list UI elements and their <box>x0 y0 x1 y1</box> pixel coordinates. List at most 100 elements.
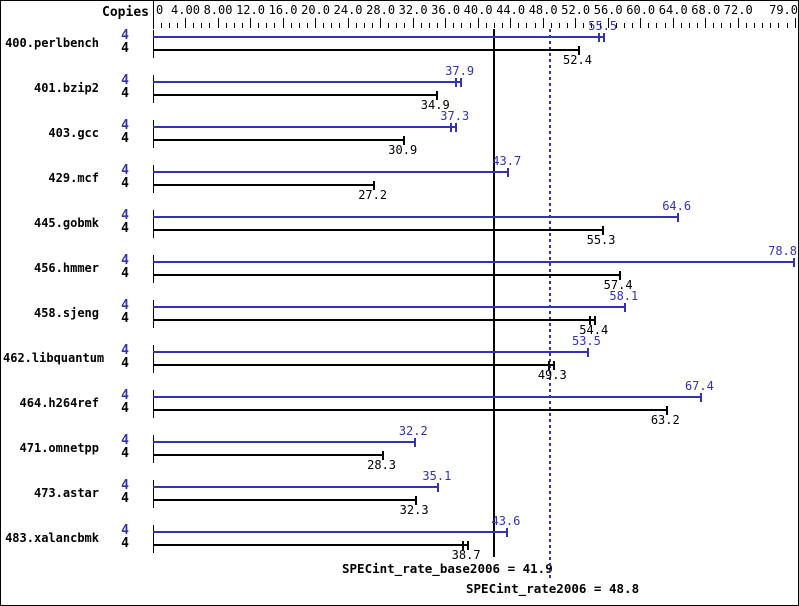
base-bar-end-cap <box>577 46 580 55</box>
axis-tick <box>209 23 211 28</box>
base-value-label: 54.4 <box>579 323 609 337</box>
axis-tick-label: 4.00 <box>171 3 200 17</box>
base-bar-end-cap <box>466 541 469 550</box>
axis-tick-label: 36.0 <box>431 3 461 17</box>
axis-tick <box>640 18 642 28</box>
axis-tick <box>201 23 203 28</box>
axis-tick <box>518 23 520 28</box>
axis-tick <box>363 23 365 28</box>
peak-value-label: 55.5 <box>588 19 618 33</box>
axis-tick <box>688 23 690 28</box>
axis-tick-label: 40.0 <box>463 3 493 17</box>
base-bar <box>153 454 384 456</box>
axis-tick-label: 48.0 <box>528 3 558 17</box>
copies-value-base: 4 <box>121 446 129 461</box>
copies-value-peak: 4 <box>121 208 129 223</box>
copies-value-peak: 4 <box>121 73 129 88</box>
axis-tick-label: 56.0 <box>593 3 623 17</box>
copies-value-base: 4 <box>121 536 129 551</box>
axis-tick <box>453 23 455 28</box>
benchmark-label: 400.perlbench <box>5 35 99 50</box>
axis-tick <box>282 18 284 28</box>
peak-bar-end-cap <box>460 78 463 87</box>
base-bar-median-tick <box>547 361 550 370</box>
base-value-label: 34.9 <box>420 98 450 112</box>
benchmark-label: 403.gcc <box>48 125 99 140</box>
axis-tick <box>729 23 731 28</box>
axis-tick <box>355 23 357 28</box>
peak-bar <box>153 396 701 398</box>
peak-bar <box>153 486 439 488</box>
axis-tick <box>510 18 512 28</box>
axis-tick <box>168 23 170 28</box>
bar-start-cap <box>153 165 154 193</box>
copies-value-peak: 4 <box>121 478 129 493</box>
axis-tick-label: 79.0 <box>769 3 798 17</box>
bar-start-cap <box>153 255 154 283</box>
axis-tick <box>672 18 674 28</box>
base-bar-end-cap <box>594 316 597 325</box>
bar-start-cap <box>153 210 154 238</box>
benchmark-label: 429.mcf <box>48 170 99 185</box>
axis-tick-label: 68.0 <box>691 3 721 17</box>
peak-value-label: 67.4 <box>684 379 714 393</box>
base-bar <box>153 409 667 411</box>
axis-tick <box>306 23 308 28</box>
axis-tick <box>290 23 292 28</box>
axis-tick <box>485 23 487 28</box>
axis-tick <box>258 23 260 28</box>
peak-value-label: 37.9 <box>445 64 475 78</box>
copies-value-base: 4 <box>121 401 129 416</box>
peak-bar-median-tick <box>450 123 453 132</box>
axis-tick <box>266 23 268 28</box>
benchmark-label: 462.libquantum <box>3 350 105 365</box>
peak-bar-end-cap <box>455 123 458 132</box>
base-bar-end-cap <box>601 226 604 235</box>
axis-tick <box>502 23 504 28</box>
axis-tick <box>436 23 438 28</box>
axis-tick <box>697 23 699 28</box>
base-bar <box>153 499 416 501</box>
peak-bar-median-tick <box>598 33 601 42</box>
base-bar <box>153 184 375 186</box>
base-bar-median-tick <box>589 316 592 325</box>
axis-tick <box>347 18 349 28</box>
axis-tick <box>331 23 333 28</box>
copies-column-header: Copies <box>102 5 149 20</box>
axis-tick <box>420 23 422 28</box>
axis-tick <box>680 23 682 28</box>
bar-start-cap <box>153 480 154 508</box>
base-value-label: 49.3 <box>537 368 567 382</box>
base-value-label: 30.9 <box>388 143 418 157</box>
copies-value-base: 4 <box>121 86 129 101</box>
copies-value-peak: 4 <box>121 118 129 133</box>
benchmark-label: 471.omnetpp <box>19 440 99 455</box>
base-bar-end-cap <box>618 271 621 280</box>
peak-value-label: 32.2 <box>398 424 428 438</box>
benchmark-label: 445.gobmk <box>33 215 99 230</box>
axis-tick <box>567 23 569 28</box>
axis-tick <box>388 23 390 28</box>
peak-bar-end-cap <box>586 348 589 357</box>
peak-value-label: 78.8 <box>768 244 797 258</box>
benchmark-label: 401.bzip2 <box>33 80 99 95</box>
base-bar-end-cap <box>373 181 376 190</box>
base-bar <box>153 49 579 51</box>
axis-zero-line <box>153 1 154 29</box>
axis-tick <box>477 18 479 28</box>
axis-tick <box>778 23 780 28</box>
axis-tick <box>770 23 772 28</box>
base-mean-label: SPECint_rate_base2006 = 41.9 <box>342 561 553 576</box>
axis-tick <box>786 23 788 28</box>
copies-value-peak: 4 <box>121 523 129 538</box>
bar-start-cap <box>153 300 154 328</box>
peak-bar-end-cap <box>603 33 606 42</box>
axis-tick <box>648 23 650 28</box>
axis-tick <box>445 18 447 28</box>
axis-tick-label: 16.0 <box>268 3 298 17</box>
axis-tick <box>542 18 544 28</box>
axis-tick <box>193 23 195 28</box>
axis-tick-label: 24.0 <box>333 3 363 17</box>
peak-bar-end-cap <box>506 528 509 537</box>
peak-bar <box>153 126 457 128</box>
